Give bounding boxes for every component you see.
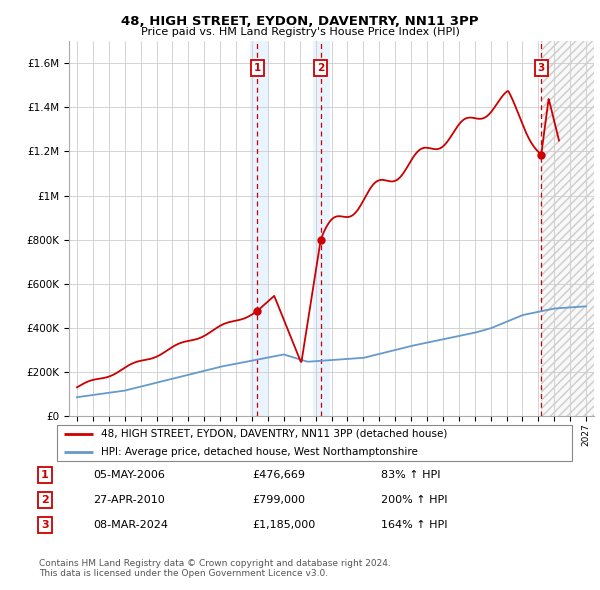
Bar bbox=[541, 41, 594, 416]
Bar bbox=[541, 41, 594, 416]
Text: 3: 3 bbox=[538, 63, 545, 73]
Text: Contains HM Land Registry data © Crown copyright and database right 2024.: Contains HM Land Registry data © Crown c… bbox=[39, 559, 391, 568]
Bar bbox=[250, 41, 269, 416]
Text: 2: 2 bbox=[317, 63, 325, 73]
Text: HPI: Average price, detached house, West Northamptonshire: HPI: Average price, detached house, West… bbox=[101, 447, 418, 457]
Text: 48, HIGH STREET, EYDON, DAVENTRY, NN11 3PP: 48, HIGH STREET, EYDON, DAVENTRY, NN11 3… bbox=[121, 15, 479, 28]
FancyBboxPatch shape bbox=[56, 425, 572, 461]
Text: 2: 2 bbox=[41, 496, 49, 505]
Text: 27-APR-2010: 27-APR-2010 bbox=[93, 496, 165, 505]
Text: 1: 1 bbox=[41, 470, 49, 480]
Text: 08-MAR-2024: 08-MAR-2024 bbox=[93, 520, 168, 530]
Text: This data is licensed under the Open Government Licence v3.0.: This data is licensed under the Open Gov… bbox=[39, 569, 328, 578]
Text: 164% ↑ HPI: 164% ↑ HPI bbox=[381, 520, 448, 530]
Text: 1: 1 bbox=[254, 63, 261, 73]
Text: 05-MAY-2006: 05-MAY-2006 bbox=[93, 470, 165, 480]
Bar bbox=[313, 41, 330, 416]
Text: 3: 3 bbox=[41, 520, 49, 530]
Text: £799,000: £799,000 bbox=[252, 496, 305, 505]
Text: Price paid vs. HM Land Registry's House Price Index (HPI): Price paid vs. HM Land Registry's House … bbox=[140, 27, 460, 37]
Text: £476,669: £476,669 bbox=[252, 470, 305, 480]
Text: 48, HIGH STREET, EYDON, DAVENTRY, NN11 3PP (detached house): 48, HIGH STREET, EYDON, DAVENTRY, NN11 3… bbox=[101, 429, 448, 439]
Text: 200% ↑ HPI: 200% ↑ HPI bbox=[381, 496, 448, 505]
Text: 83% ↑ HPI: 83% ↑ HPI bbox=[381, 470, 440, 480]
Text: £1,185,000: £1,185,000 bbox=[252, 520, 315, 530]
